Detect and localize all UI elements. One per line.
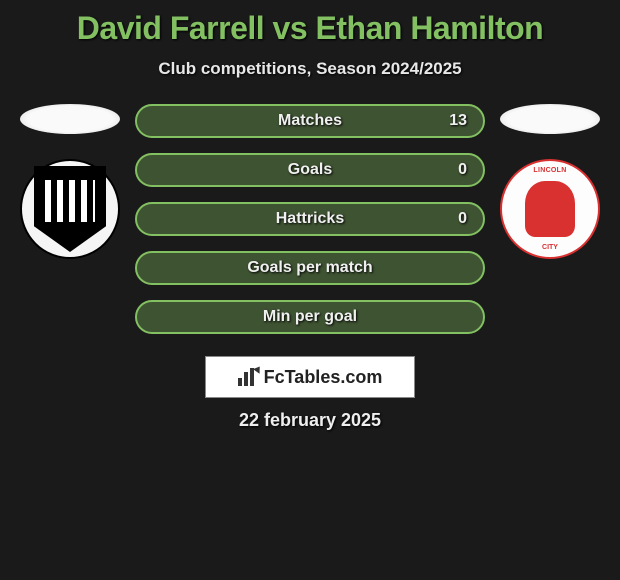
club-badge-left xyxy=(20,159,120,259)
arrow-icon xyxy=(253,364,263,374)
main-row: Matches 13 Goals 0 Hattricks 0 Goals per… xyxy=(0,104,620,334)
stat-label: Goals xyxy=(288,161,332,179)
badge-text-top: LINCOLN xyxy=(533,167,566,174)
comparison-card: David Farrell vs Ethan Hamilton Club com… xyxy=(0,0,620,441)
stat-value: 0 xyxy=(458,210,467,228)
stat-label: Goals per match xyxy=(247,259,372,277)
stat-row-matches: Matches 13 xyxy=(135,104,485,138)
stat-row-goals-per-match: Goals per match xyxy=(135,251,485,285)
stat-value: 0 xyxy=(458,161,467,179)
club-badge-right: LINCOLN CITY xyxy=(500,159,600,259)
brand-text: FcTables.com xyxy=(264,367,383,388)
right-column: LINCOLN CITY xyxy=(500,104,600,259)
subtitle: Club competitions, Season 2024/2025 xyxy=(0,59,620,79)
shield-icon xyxy=(34,166,106,252)
date-label: 22 february 2025 xyxy=(0,410,620,431)
player-placeholder-right xyxy=(500,104,600,134)
stat-label: Matches xyxy=(278,112,342,130)
stats-column: Matches 13 Goals 0 Hattricks 0 Goals per… xyxy=(135,104,485,334)
stat-row-hattricks: Hattricks 0 xyxy=(135,202,485,236)
stripes-icon xyxy=(45,180,95,222)
left-column xyxy=(20,104,120,259)
brand-watermark[interactable]: FcTables.com xyxy=(205,356,415,398)
imp-icon xyxy=(525,181,575,237)
chart-icon xyxy=(238,368,260,386)
badge-text-bot: CITY xyxy=(542,244,558,251)
stat-label: Min per goal xyxy=(263,308,357,326)
stat-row-min-per-goal: Min per goal xyxy=(135,300,485,334)
page-title: David Farrell vs Ethan Hamilton xyxy=(0,10,620,47)
player-placeholder-left xyxy=(20,104,120,134)
stat-label: Hattricks xyxy=(276,210,344,228)
stat-value: 13 xyxy=(449,112,467,130)
stat-row-goals: Goals 0 xyxy=(135,153,485,187)
